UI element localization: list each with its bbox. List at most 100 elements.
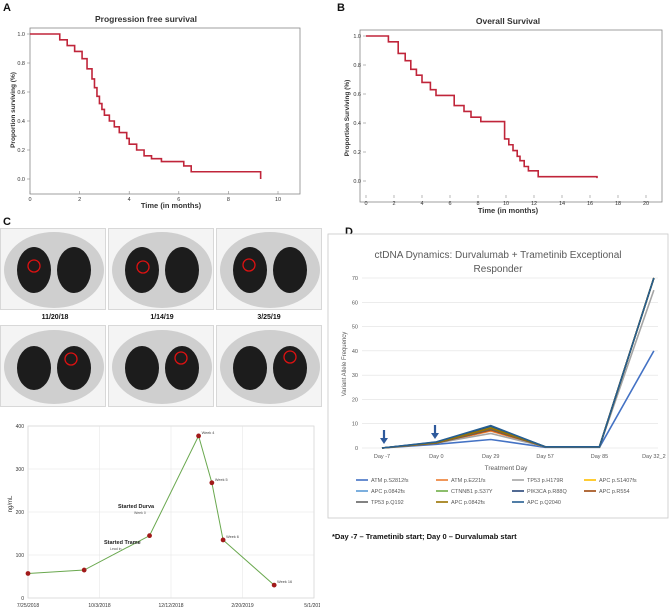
panel-letter-c: C bbox=[3, 216, 11, 228]
ct-scan-image bbox=[216, 228, 322, 310]
y-tick-label: 0.2 bbox=[17, 148, 25, 154]
biomarker-line bbox=[27, 434, 275, 586]
ctdna-ylabel: Variant Allele Frequency bbox=[342, 332, 348, 397]
y-tick-label: 300 bbox=[16, 467, 25, 473]
ctdna-title-line1: ctDNA Dynamics: Durvalumab + Trametinib … bbox=[374, 250, 621, 261]
x-tick-label: Day 57 bbox=[536, 454, 553, 460]
pfs-title: Progression free survival bbox=[95, 14, 197, 24]
y-tick-label: 400 bbox=[16, 424, 25, 430]
x-tick-label: 12 bbox=[531, 201, 537, 207]
ct-lung-slice bbox=[4, 330, 104, 404]
annotation-durva-sub: Week 0 bbox=[134, 511, 146, 515]
x-tick-label: Day 32_2 bbox=[642, 454, 666, 460]
pfs-xlabel: Time (in months) bbox=[141, 201, 202, 210]
os-title: Overall Survival bbox=[476, 16, 540, 26]
x-tick-label: 7/25/2018 bbox=[17, 603, 39, 609]
ct-row-bottom bbox=[0, 325, 322, 407]
y-tick-label: 200 bbox=[16, 510, 25, 516]
point-label: Week 6 bbox=[226, 535, 239, 539]
x-tick-label: 0 bbox=[28, 197, 31, 203]
y-tick-label: 0.2 bbox=[353, 150, 361, 156]
os-ylabel: Proportion Surviving (%) bbox=[344, 80, 351, 157]
legend-label: APC p.0842fs bbox=[451, 500, 485, 506]
x-tick-label: 4 bbox=[420, 201, 423, 207]
os-survival-curve bbox=[366, 35, 598, 179]
ctdna-chart: ctDNA Dynamics: Durvalumab + Trametinib … bbox=[327, 233, 669, 519]
x-tick-label: 18 bbox=[615, 201, 621, 207]
x-tick-label: 4 bbox=[128, 197, 131, 203]
y-tick-label: 40 bbox=[352, 349, 358, 355]
data-point bbox=[220, 537, 226, 543]
y-tick-label: 0.0 bbox=[353, 179, 361, 185]
legend-label: PIK3CA p.R88Q bbox=[527, 489, 567, 495]
series-line bbox=[381, 350, 655, 449]
ctdna-xlabel: Treatment Day bbox=[485, 465, 528, 472]
x-tick-label: 12/12/2018 bbox=[158, 603, 183, 609]
y-tick-label: 0.6 bbox=[353, 92, 361, 98]
ctdna-footnote: *Day -7 – Trametinib start; Day 0 – Durv… bbox=[332, 532, 517, 541]
y-tick-label: 1.0 bbox=[353, 34, 361, 40]
point-label: Week 4 bbox=[202, 431, 215, 435]
y-tick-label: 70 bbox=[352, 276, 358, 282]
bio-ylabel: ng/mL bbox=[8, 495, 14, 512]
x-tick-label: 5/1/2019 bbox=[304, 603, 320, 609]
data-point bbox=[271, 582, 277, 588]
annotation-trame-sub: Lead in bbox=[110, 547, 122, 551]
biomarker-chart: ng/mL 0 100 200 300 400 7/25/2018 10/3/2018 12… bbox=[8, 424, 320, 609]
ct-lung-slice bbox=[4, 232, 104, 308]
y-tick-label: 60 bbox=[352, 300, 358, 306]
data-point bbox=[209, 480, 215, 486]
ct-scan-image bbox=[108, 228, 214, 310]
point-label: Week 5 bbox=[215, 478, 228, 482]
legend-label: ATM p.S2812fs bbox=[371, 478, 409, 484]
x-tick-label: 2 bbox=[78, 197, 81, 203]
y-tick-label: 0.6 bbox=[17, 90, 25, 96]
data-point bbox=[81, 567, 87, 573]
data-point bbox=[196, 433, 201, 439]
annotation-started-durva: Started Durva bbox=[118, 504, 155, 510]
y-tick-label: 20 bbox=[352, 397, 358, 403]
y-tick-label: 100 bbox=[16, 553, 25, 559]
ct-scan-image bbox=[108, 325, 214, 407]
ct-scan-image bbox=[0, 228, 106, 310]
panel-letter-a: A bbox=[3, 2, 11, 14]
y-tick-label: 0.8 bbox=[17, 61, 25, 67]
x-tick-label: 8 bbox=[476, 201, 479, 207]
lesion-marker bbox=[242, 258, 256, 272]
ctdna-title-line2: Responder bbox=[474, 264, 524, 275]
ct-date-1: 11/20/18 bbox=[41, 314, 69, 321]
ct-lung-slice bbox=[112, 330, 212, 404]
x-tick-label: 8 bbox=[227, 197, 230, 203]
x-tick-label: 20 bbox=[643, 201, 649, 207]
legend-label: ATM p.E221fs bbox=[451, 478, 486, 484]
x-tick-label: 10/3/2018 bbox=[88, 603, 110, 609]
x-tick-label: 6 bbox=[177, 197, 180, 203]
ct-lung-slice bbox=[112, 232, 212, 308]
y-tick-label: 50 bbox=[352, 325, 358, 331]
y-tick-label: 1.0 bbox=[17, 32, 25, 38]
x-tick-label: 10 bbox=[503, 201, 509, 207]
os-km-chart: Overall Survival Proportion Surviving (%… bbox=[344, 16, 663, 215]
legend-label: CTNNB1 p.S37Y bbox=[451, 489, 493, 495]
ct-scan-image bbox=[216, 325, 322, 407]
ct-lung-slice bbox=[220, 232, 320, 308]
legend-label: APC p.0842fs bbox=[371, 489, 405, 495]
ct-date-2: 1/14/19 bbox=[150, 314, 174, 321]
arrow-day-0-head bbox=[431, 433, 439, 439]
ctdna-frame bbox=[327, 233, 669, 519]
lesion-marker bbox=[64, 352, 78, 366]
point-label: Week 16 bbox=[277, 580, 292, 584]
legend-label: APC p.Q2040 bbox=[527, 500, 561, 506]
x-tick-label: 2 bbox=[392, 201, 395, 207]
lesion-marker bbox=[174, 351, 188, 365]
y-tick-label: 0.8 bbox=[353, 63, 361, 69]
y-tick-label: 0.4 bbox=[353, 121, 361, 127]
os-xlabel: Time (in months) bbox=[478, 206, 539, 215]
panel-letter-b: B bbox=[337, 2, 345, 14]
x-tick-label: 14 bbox=[559, 201, 565, 207]
x-tick-label: 2/20/2019 bbox=[231, 603, 253, 609]
y-tick-label: 0 bbox=[355, 446, 358, 452]
ct-scan-image bbox=[0, 325, 106, 407]
legend-label: TP53 p.H179R bbox=[527, 478, 563, 484]
lesion-marker bbox=[27, 259, 41, 273]
